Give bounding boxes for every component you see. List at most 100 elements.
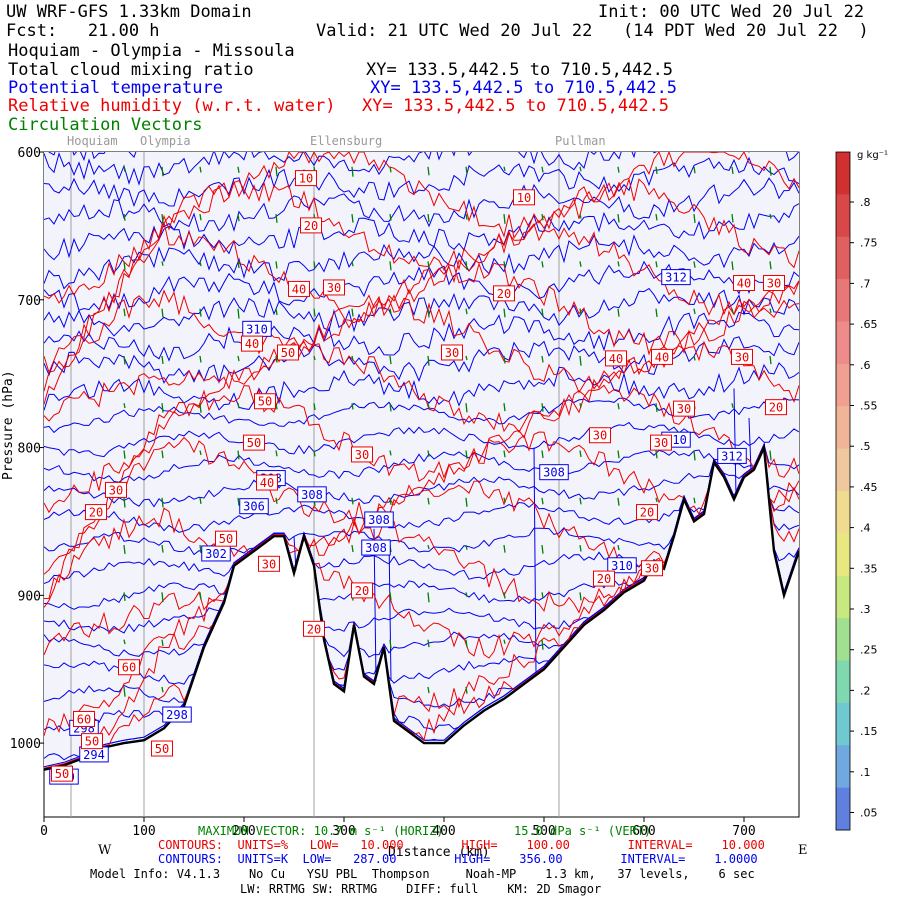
vector-arrow: [199, 261, 202, 267]
east-label: E: [798, 843, 808, 858]
rh-label-box: [118, 659, 140, 676]
colorbar-label: .25: [860, 644, 878, 657]
vector-arrow: [427, 166, 430, 176]
theta-contour: [44, 443, 799, 483]
colorbar-label: .45: [860, 481, 878, 494]
vector-arrow: [389, 592, 392, 601]
rh-label: 20: [597, 572, 611, 586]
vector-arrow: [161, 403, 164, 413]
vector-arrow: [313, 261, 316, 269]
vector-arrow: [655, 213, 658, 221]
vector-arrow: [161, 213, 164, 224]
colorbar-swatch: [836, 755, 850, 767]
colorbar-swatch: [836, 639, 850, 651]
x-tick-label: 0: [40, 824, 48, 839]
vector-arrow: [693, 213, 696, 223]
vector-arrow: [579, 450, 582, 458]
vector-arrow: [503, 166, 506, 172]
rh-label: 60: [77, 712, 91, 726]
colorbar-swatch: [836, 724, 850, 736]
rh-label: 50: [85, 735, 99, 749]
vector-arrow: [427, 213, 430, 223]
vector-arrow: [541, 450, 544, 459]
vector-arrow: [579, 355, 582, 366]
rh-label: 40: [260, 476, 274, 490]
vector-arrow: [579, 544, 582, 552]
colorbar-swatch: [836, 152, 850, 164]
vector-arrow: [389, 261, 392, 271]
colorbar-swatch: [836, 745, 850, 757]
colorbar-swatch: [836, 173, 850, 185]
colorbar-swatch: [836, 543, 850, 556]
field-circulation-vectors: Circulation Vectors: [8, 115, 203, 135]
vector-arrow: [389, 450, 392, 456]
vector-arrow: [389, 213, 392, 221]
vector-arrow: [427, 497, 430, 505]
colorbar-swatch: [836, 183, 850, 195]
vector-arrow: [161, 545, 164, 553]
vector-arrow: [655, 308, 658, 317]
colorbar-swatch: [836, 586, 850, 598]
vector-arrow: [503, 355, 506, 364]
rh-label-box: [215, 530, 237, 547]
field-potential-temperature: Potential temperature: [8, 78, 223, 98]
colorbar-swatch: [836, 766, 850, 778]
vector-arrow: [769, 213, 772, 219]
terrain-line: [44, 443, 799, 771]
colorbar-frame: [835, 151, 851, 831]
colorbar-swatch: [836, 692, 850, 704]
west-label: W: [98, 843, 112, 858]
vector-arrow: [123, 639, 126, 645]
vector-arrow: [427, 355, 430, 366]
colorbar-swatch: [836, 512, 850, 524]
vector-arrow: [199, 403, 202, 413]
vector-arrow: [617, 261, 620, 267]
vector-arrow: [541, 639, 544, 650]
vector-arrow: [351, 544, 354, 553]
rh-label-box: [323, 279, 345, 296]
rh-label-box: [256, 474, 278, 491]
colorbar-swatch: [836, 660, 850, 672]
vector-arrow: [541, 355, 544, 363]
vector-arrow: [161, 355, 164, 365]
colorbar-swatch: [836, 289, 850, 301]
vector-arrow: [161, 639, 164, 647]
rh-label: 50: [219, 532, 233, 546]
colorbar-swatch: [836, 554, 850, 566]
colorbar-swatch: [836, 681, 850, 693]
vector-arrow: [123, 403, 126, 409]
theta-label: 302: [205, 547, 227, 561]
vector-arrow: [655, 497, 658, 503]
vector-arrow: [275, 166, 278, 177]
rh-label: 10: [517, 191, 531, 205]
rh-label-box: [295, 170, 317, 187]
rh-label-box: [593, 570, 615, 587]
vector-arrow: [769, 450, 772, 461]
rh-label-box: [105, 481, 127, 498]
theta-contour: [44, 234, 799, 290]
theta-label: 308: [543, 466, 565, 480]
colorbar-swatch: [836, 162, 850, 174]
place-ellensburg: Ellensburg: [310, 134, 382, 148]
vector-arrow: [161, 592, 164, 603]
init-time: Init: 00 UTC Wed 20 Jul 22: [598, 2, 865, 22]
rh-label: 40: [737, 277, 751, 291]
rh-label-box: [673, 400, 695, 417]
vector-arrow: [199, 166, 202, 173]
theta-contour: [44, 152, 799, 186]
colorbar-swatch: [836, 353, 850, 365]
vector-arrow: [655, 166, 658, 175]
rh-label: 30: [445, 346, 459, 360]
rh-label-box: [241, 335, 263, 352]
rh-label: 50: [55, 767, 69, 781]
rh-label: 30: [767, 277, 781, 291]
vector-arrow: [731, 213, 734, 223]
vector-arrow: [389, 639, 392, 649]
theta-label: 310: [246, 322, 268, 336]
colorbar-swatch: [836, 448, 850, 460]
vector-arrow: [161, 308, 164, 318]
colorbar-swatch: [836, 459, 850, 471]
vector-arrow: [427, 544, 430, 550]
vector-arrow: [161, 166, 164, 177]
